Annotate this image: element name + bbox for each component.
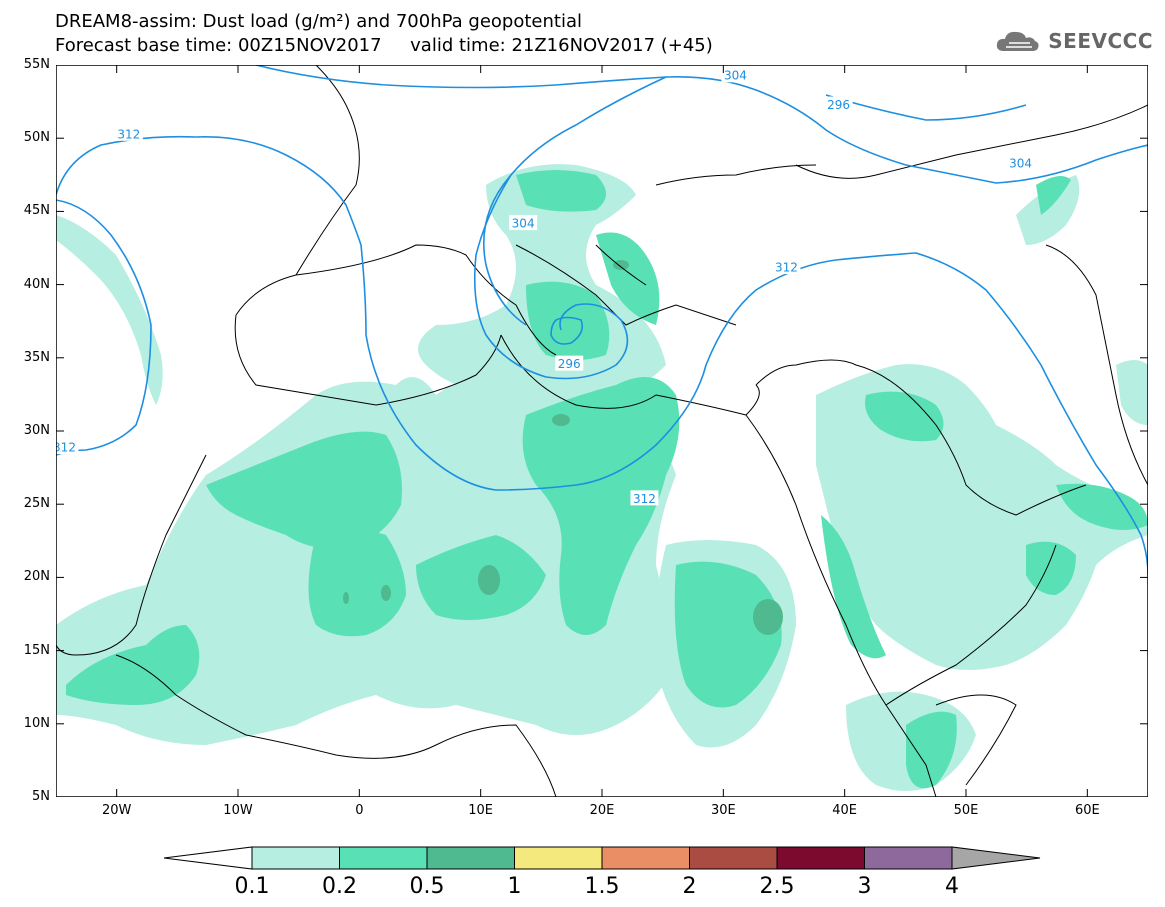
colorbar-label: 3	[858, 874, 872, 899]
svg-text:312: 312	[56, 441, 76, 455]
lon-label: 10E	[468, 803, 494, 818]
colorbar-swatch	[601, 846, 690, 870]
dust-map: 304 296 312 304 304 312 296 312 312	[56, 65, 1148, 797]
colorbar: 0.1 0.2 0.5 1 1.5 2 2.5 3 4	[163, 846, 1041, 899]
forecast-times: Forecast base time: 00Z15NOV2017 valid t…	[55, 35, 713, 56]
lon-label: 20E	[589, 803, 615, 818]
colorbar-label: 2.5	[760, 874, 795, 899]
dust-layer-dark	[343, 260, 783, 635]
lat-label: 40N	[23, 276, 50, 292]
contour-labels: 304 296 312 304 304 312 296 312 312	[56, 67, 1035, 506]
svg-text:304: 304	[512, 217, 535, 231]
lat-label: 45N	[23, 203, 50, 219]
colorbar-swatch	[689, 846, 778, 870]
colorbar-swatch	[864, 846, 953, 870]
colorbar-swatch	[514, 846, 603, 870]
contour-label: 296	[555, 355, 584, 371]
contour-label: 304	[721, 67, 750, 83]
cloud-logo-icon	[997, 31, 1039, 51]
map-title: DREAM8-assim: Dust load (g/m²) and 700hP…	[55, 11, 582, 32]
colorbar-swatch	[426, 846, 515, 870]
contour-label: 312	[630, 490, 659, 506]
coastlines	[56, 65, 1148, 797]
lat-label: 10N	[23, 715, 50, 731]
colorbar-swatch	[251, 846, 340, 870]
lat-label: 30N	[23, 423, 50, 438]
svg-text:312: 312	[633, 492, 656, 506]
colorbar-label: 1.5	[585, 874, 620, 899]
lat-label: 15N	[23, 642, 50, 658]
colorbar-label: 0.1	[235, 874, 270, 899]
svg-text:296: 296	[558, 357, 581, 371]
lon-label: 10W	[223, 803, 253, 818]
contour-label: 312	[114, 125, 143, 141]
lat-label: 5N	[32, 789, 50, 804]
lon-label: 30E	[710, 803, 736, 818]
lon-label: 60E	[1074, 803, 1100, 818]
colorbar-label: 0.2	[322, 874, 357, 899]
contour-label: 312	[772, 259, 801, 275]
dust-layer-medium	[66, 170, 1148, 789]
lon-label: 40E	[832, 803, 858, 818]
seevccc-logo: SEEVCCC	[994, 26, 1153, 56]
contour-label: 304	[509, 215, 538, 231]
lat-label: 50N	[23, 130, 50, 146]
svg-text:312: 312	[775, 261, 798, 275]
contour-label: 296	[824, 96, 853, 112]
lat-label: 25N	[23, 496, 50, 512]
colorbar-low-arrow	[163, 846, 253, 870]
colorbar-high-arrow	[951, 846, 1041, 870]
colorbar-label: 4	[945, 874, 959, 899]
lon-label: 50E	[953, 803, 979, 818]
colorbar-label: 1	[508, 874, 522, 899]
lon-label: 20W	[101, 803, 132, 818]
logo-text: SEEVCCC	[1048, 29, 1153, 53]
colorbar-label: 2	[683, 874, 697, 899]
colorbar-swatch	[776, 846, 865, 870]
lat-label: 55N	[23, 57, 50, 72]
svg-text:312: 312	[117, 127, 140, 141]
lat-label: 20N	[23, 569, 50, 585]
svg-text:304: 304	[1009, 157, 1032, 171]
svg-text:296: 296	[827, 98, 850, 112]
lat-label: 35N	[23, 349, 50, 365]
svg-text:304: 304	[724, 69, 747, 83]
geopotential-contours	[56, 65, 1148, 576]
contour-label: 304	[1006, 155, 1035, 171]
lon-label: 0	[355, 803, 364, 818]
colorbar-label: 0.5	[410, 874, 445, 899]
axis-ticks	[56, 65, 1148, 797]
contour-label: 312	[56, 439, 79, 455]
colorbar-swatch	[339, 846, 428, 870]
